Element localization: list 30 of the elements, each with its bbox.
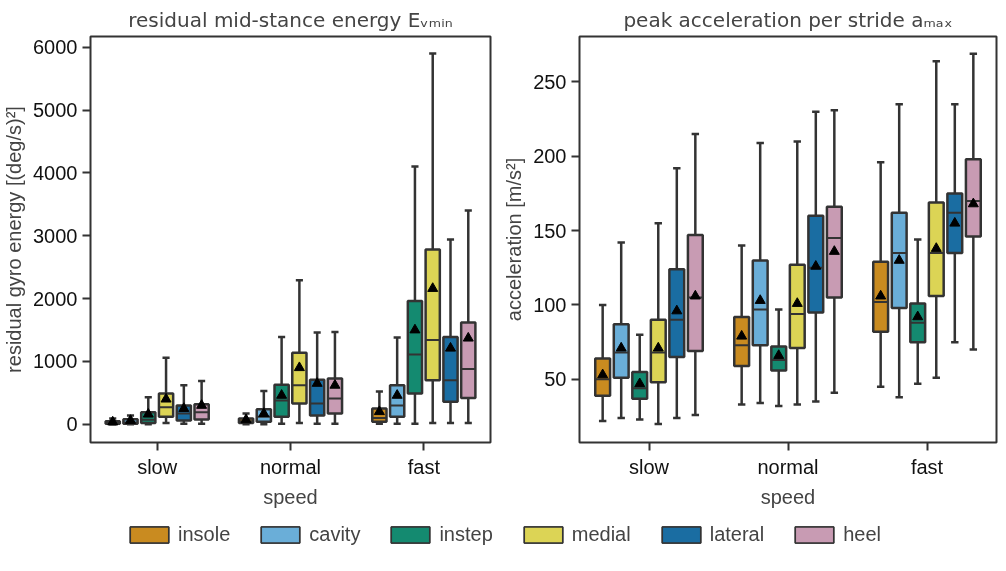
legend-label: instep [439,522,493,546]
x-tick-label: normal [757,455,819,478]
legend-label: insole [178,522,231,546]
y-tick-label: 1000 [33,350,78,373]
x-axis-title: speed [760,485,816,508]
y-tick-label: 250 [533,70,567,93]
y-axis-title: residual gyro energy [(deg/s)²] [3,106,26,373]
legend-label: medial [571,522,631,546]
y-axis-title: acceleration [m/s²] [503,157,526,322]
legend-label: cavity [309,522,361,546]
y-tick-label: 150 [533,219,567,242]
y-tick-label: 200 [533,145,567,168]
y-tick-label: 6000 [33,36,78,59]
chart-title: peak acceleration per stride aₘₐₓ [623,7,953,32]
x-tick-label: fast [910,455,944,478]
y-tick-label: 100 [533,293,567,316]
legend-label: heel [843,522,881,546]
legend-label: lateral [709,522,765,546]
y-tick-label: 50 [544,368,567,391]
y-tick-label: 5000 [33,99,78,122]
x-tick-label: fast [407,455,441,478]
x-axis-title: speed [263,485,318,508]
y-tick-label: 3000 [33,224,78,247]
x-tick-label: slow [629,455,670,478]
y-tick-label: 0 [66,413,78,436]
y-tick-label: 4000 [33,161,78,184]
x-tick-label: normal [259,455,322,478]
y-tick-label: 2000 [33,287,78,310]
chart-title: residual mid-stance energy Eᵥₘᵢₙ [128,7,453,32]
x-tick-label: slow [137,455,178,478]
